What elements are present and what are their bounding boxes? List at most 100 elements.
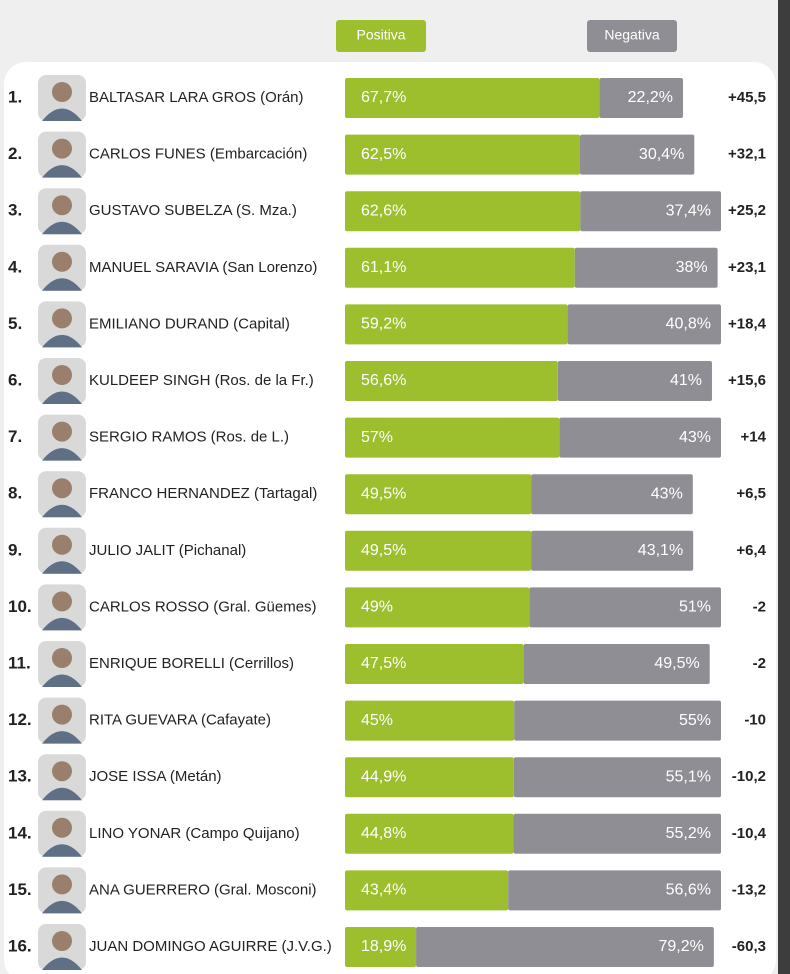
rank: 5. xyxy=(8,314,22,333)
net-label: +6,4 xyxy=(736,542,766,559)
rank: 3. xyxy=(8,201,22,220)
rank: 10. xyxy=(8,597,32,616)
photo-head xyxy=(52,82,72,102)
photo-body xyxy=(42,787,82,801)
photo-head xyxy=(52,251,72,272)
bar-segment xyxy=(567,304,721,345)
net-label: +14 xyxy=(741,429,767,446)
rank: 15. xyxy=(8,880,32,899)
value-label: 61,1% xyxy=(361,259,406,276)
net-label: -2 xyxy=(753,598,766,615)
bar-segment xyxy=(531,530,694,571)
category-label: CARLOS FUNES (Embarcación) xyxy=(89,146,307,163)
legend-label: Positiva xyxy=(356,27,405,43)
bar-segment xyxy=(513,757,721,798)
bar-segment xyxy=(513,813,721,854)
bar-segment xyxy=(345,587,530,628)
net-label: +23,1 xyxy=(728,259,766,276)
bar-segment xyxy=(345,530,532,571)
net-label: -60,3 xyxy=(732,938,766,955)
photo-body xyxy=(42,448,82,461)
bar-segment xyxy=(345,361,558,401)
photo-head xyxy=(52,761,72,782)
photo-body xyxy=(42,844,82,857)
bar-segment xyxy=(345,700,515,741)
legend-swatch xyxy=(336,20,426,52)
category-label: BALTASAR LARA GROS (Orán) xyxy=(89,89,304,106)
rank: 16. xyxy=(8,936,32,955)
bar-segment xyxy=(345,813,514,854)
category-label: JOSE ISSA (Metán) xyxy=(89,768,222,785)
bar-segment xyxy=(345,927,417,967)
net-label: -10 xyxy=(744,712,766,729)
card xyxy=(4,62,776,974)
category-label: SERGIO RAMOS (Ros. de L.) xyxy=(89,429,289,446)
value-label: 56,6% xyxy=(666,882,711,899)
bar-segment xyxy=(345,304,568,345)
bar-segment xyxy=(345,757,514,798)
photo-head xyxy=(52,195,72,216)
category-label: FRANCO HERNANDEZ (Tartagal) xyxy=(89,485,317,502)
bar-segment xyxy=(529,587,721,628)
rank: 2. xyxy=(8,144,22,163)
bar-segment xyxy=(416,927,714,967)
net-label: +15,6 xyxy=(728,372,766,389)
value-label: 41% xyxy=(670,372,702,389)
legend-swatch xyxy=(587,20,677,52)
bar-segment xyxy=(345,191,581,232)
value-label: 59,2% xyxy=(361,316,406,333)
rank: 7. xyxy=(8,427,22,446)
value-label: 30,4% xyxy=(639,146,684,163)
bar-segment xyxy=(580,134,695,175)
photo-head xyxy=(52,704,72,725)
photo-head xyxy=(52,648,72,668)
rank: 14. xyxy=(8,823,32,842)
bar-segment xyxy=(514,700,721,741)
bar-segment xyxy=(345,870,509,911)
photo-body xyxy=(42,165,82,178)
legend-label: Negativa xyxy=(604,27,659,43)
category-label: KULDEEP SINGH (Ros. de la Fr.) xyxy=(89,372,314,389)
value-label: 49,5% xyxy=(361,485,406,502)
category-label: CARLOS ROSSO (Gral. Güemes) xyxy=(89,598,317,615)
photo-body xyxy=(42,674,82,687)
bar-segment xyxy=(345,644,524,684)
photo-body xyxy=(42,731,82,744)
value-label: 79,2% xyxy=(658,938,703,955)
photo-body xyxy=(42,334,82,348)
bar-segment xyxy=(599,78,684,118)
photo-body xyxy=(42,561,82,574)
photo-head xyxy=(52,365,72,385)
right-edge xyxy=(778,0,790,974)
bar-segment xyxy=(559,417,721,458)
photo-body xyxy=(42,278,82,291)
value-label: 43% xyxy=(679,429,711,446)
category-label: LINO YONAR (Campo Quijano) xyxy=(89,825,300,842)
value-label: 47,5% xyxy=(361,655,406,672)
value-label: 40,8% xyxy=(666,316,711,333)
value-label: 55,1% xyxy=(666,768,711,785)
rank: 8. xyxy=(8,484,22,503)
value-label: 67,7% xyxy=(361,89,406,106)
net-label: +6,5 xyxy=(736,485,766,502)
value-label: 57% xyxy=(361,429,393,446)
bar-segment xyxy=(508,870,721,911)
category-label: MANUEL SARAVIA (San Lorenzo) xyxy=(89,259,317,276)
photo-head xyxy=(52,308,72,329)
category-label: EMILIANO DURAND (Capital) xyxy=(89,315,290,332)
photo-body xyxy=(42,391,82,404)
photo-body xyxy=(42,957,82,970)
value-label: 44,8% xyxy=(361,825,406,842)
bar-segment xyxy=(345,417,560,458)
value-label: 22,2% xyxy=(628,89,673,106)
category-label: RITA GUEVARA (Cafayate) xyxy=(89,712,271,729)
category-label: GUSTAVO SUBELZA (S. Mza.) xyxy=(89,202,297,219)
value-label: 49,5% xyxy=(361,542,406,559)
value-label: 51% xyxy=(679,599,711,616)
value-label: 43,4% xyxy=(361,882,406,899)
photo-head xyxy=(52,817,72,838)
photo-head xyxy=(52,138,72,159)
rank: 1. xyxy=(8,87,22,106)
